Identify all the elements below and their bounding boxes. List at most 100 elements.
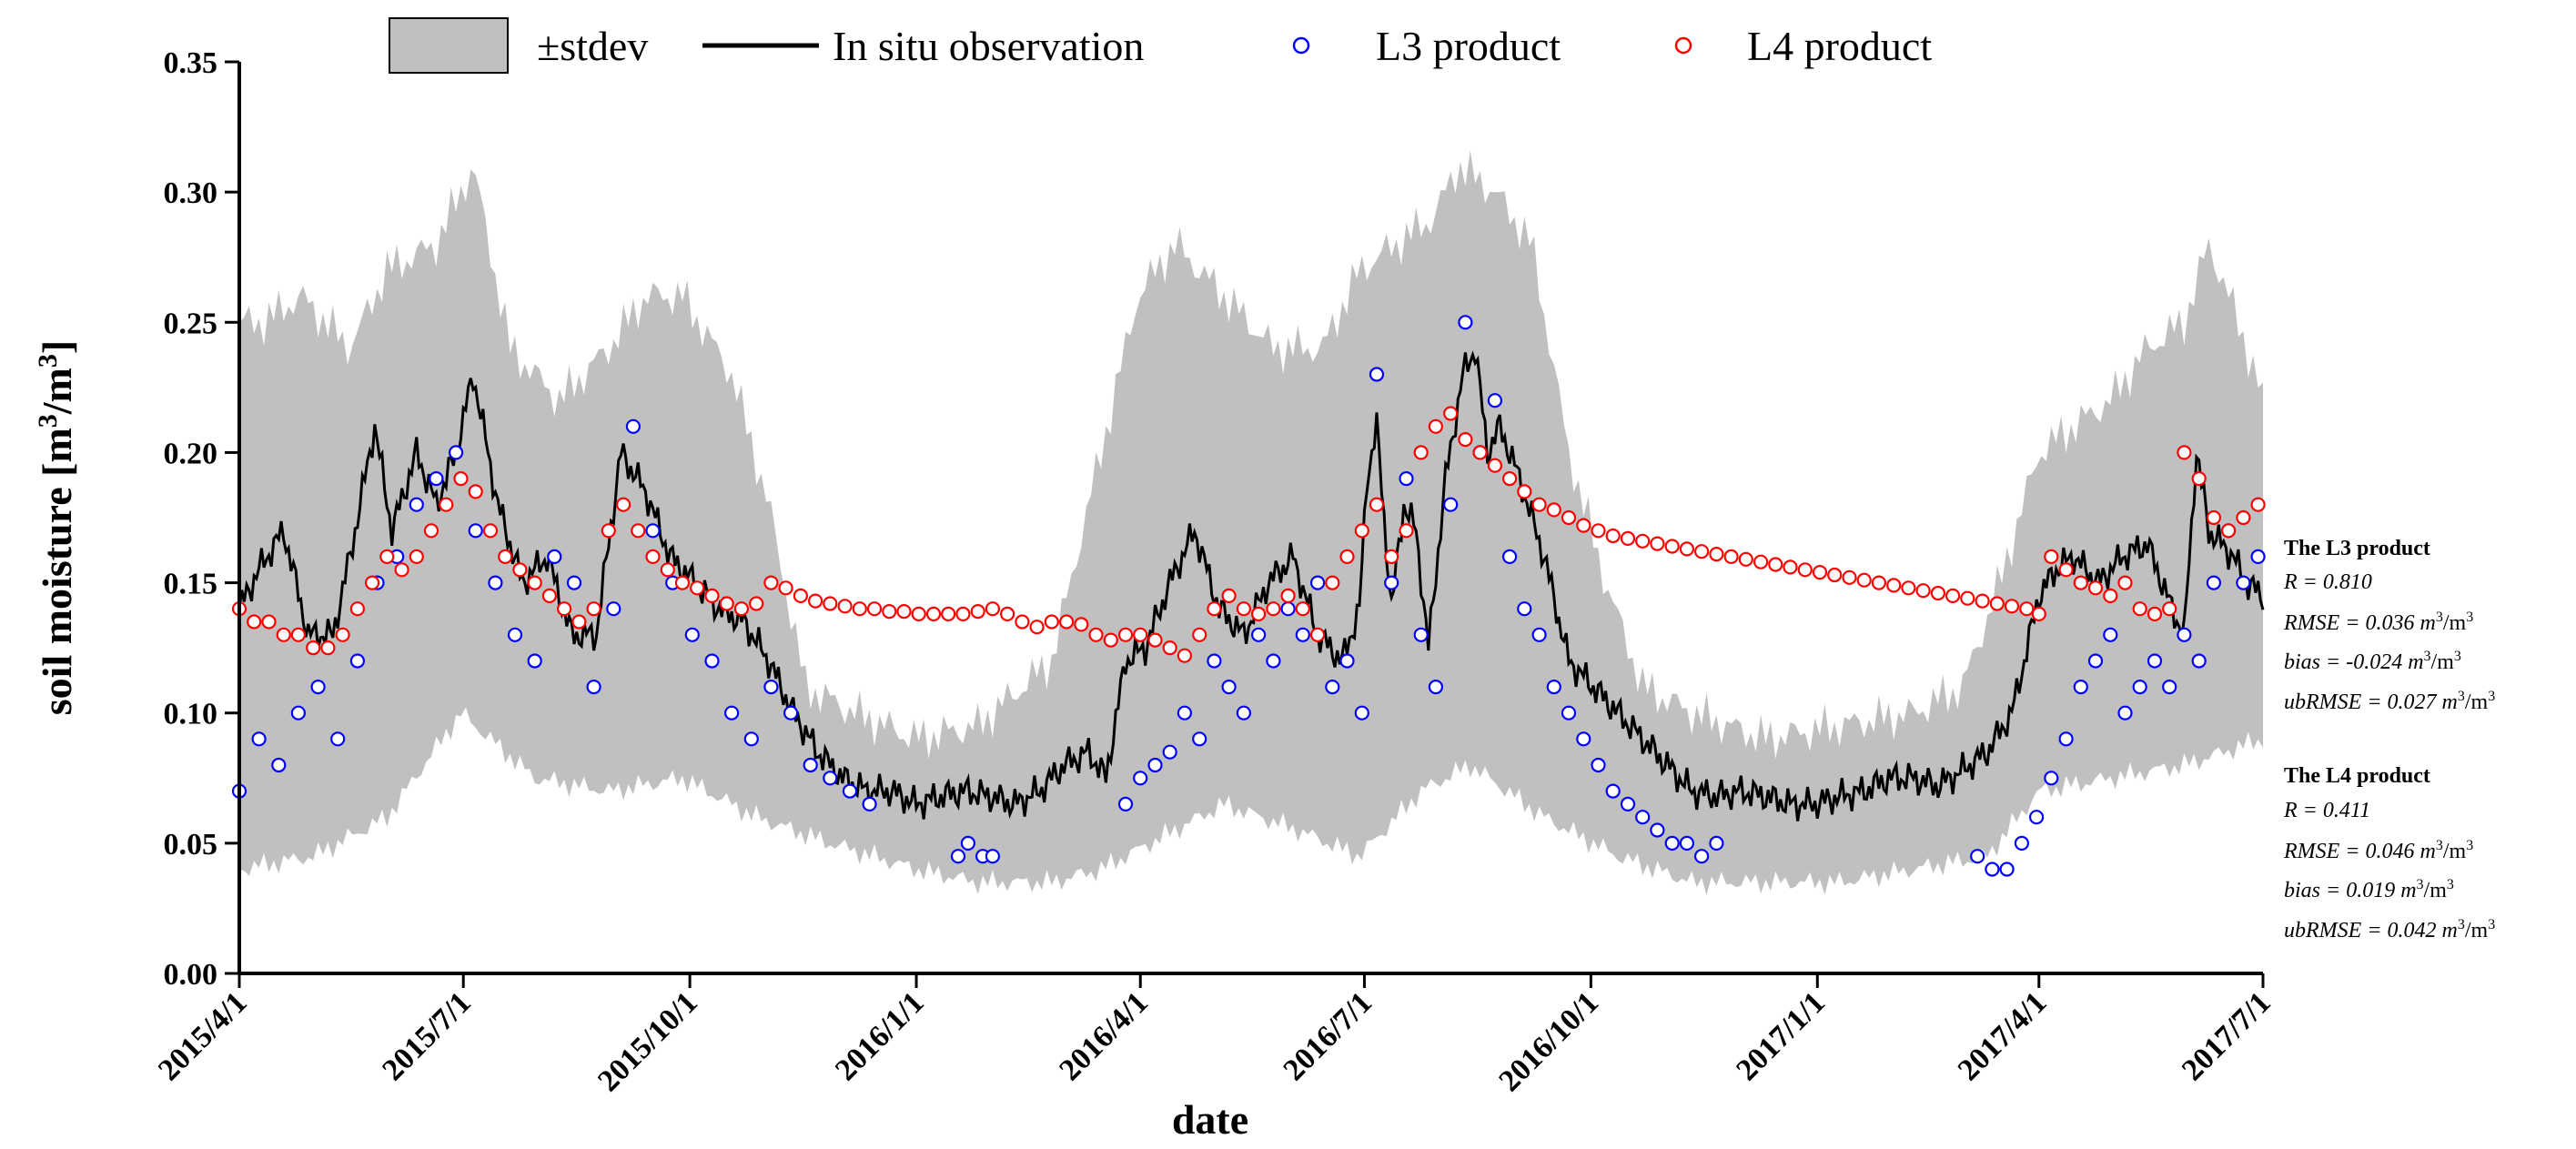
l4-point [1207,601,1222,617]
l3-point [1236,705,1252,721]
l4-point [1117,627,1134,642]
x-tick-label: 2017/4/1 [1952,985,2054,1087]
l4-point [1015,614,1030,630]
l4-point [941,606,956,622]
l4-point [615,497,631,512]
l4-point [320,640,336,656]
l4-point [1886,578,1902,593]
l3-point [1443,497,1459,512]
l4-point [2073,575,2088,590]
l4-point [2044,549,2059,565]
l4-point [1856,572,1872,588]
l4-point [1576,518,1591,533]
l4-point [1783,559,1798,575]
l4-point [1236,601,1252,617]
l3-point [1693,849,1710,864]
stats-l3-ubrmse-sup: 3 [2458,689,2465,704]
l4-point [674,575,691,590]
stats-l3-ubrmse: ubRMSE = 0.027 m3/m3 [2284,689,2495,714]
l3-point [1339,653,1355,669]
stats-l3-rmse-text: RMSE = 0.036 m [2283,611,2436,635]
x-tick-label: 2017/7/1 [2176,985,2278,1087]
stats-l4-ubrmse-sup2: 3 [2488,917,2495,932]
l4-point [719,596,734,611]
l4-point [1797,562,1813,578]
l4-point [1517,484,1532,499]
l4-point [1177,648,1193,663]
l4-point [1354,523,1369,539]
l3-point [1487,393,1503,408]
l3-point [625,418,641,434]
legend-insitu-label: In situ observation [833,23,1144,69]
x-tick-label: 2015/7/1 [376,985,478,1087]
l3-point [330,731,346,747]
stats-l4-bias-sup2: 3 [2447,877,2454,892]
l4-point [1295,601,1310,617]
l4-point [1443,406,1459,421]
l3-point [507,627,523,642]
l4-point [1088,627,1104,642]
l4-point [556,601,572,617]
l3-point [409,497,424,512]
l4-point [866,601,883,617]
stats-l3-bias-sup2: 3 [2454,649,2461,664]
l4-point [1458,432,1473,448]
l4-point [1693,544,1710,559]
l3-point [1605,783,1621,799]
stdev-band-layer [239,150,2263,895]
l4-point [1768,557,1783,572]
l4-point [247,614,262,630]
l4-point [2058,562,2074,578]
l4-point [306,640,321,656]
l4-point [1738,551,1753,567]
l3-point [2206,575,2221,590]
stats-l4-rmse-sup2: 3 [2466,838,2473,853]
l4-point [2004,599,2020,614]
l4-point [1428,418,1444,434]
l4-point [379,549,395,565]
l4-point [882,603,897,620]
l4-point [1723,549,1739,565]
l4-point [925,606,942,622]
l4-point [1280,588,1296,604]
stats-l4-ubrmse-mid: /m [2465,919,2489,942]
l4-point [1369,497,1385,512]
stats-l3-ubrmse-sup2: 3 [2488,689,2495,704]
l3-point [2236,575,2251,590]
stats-l4-rmse-sup: 3 [2436,838,2443,853]
l4-point [394,562,409,578]
stats-l4-heading: The L4 product [2284,764,2430,788]
l3-point [586,679,601,695]
l4-point [1989,596,2005,611]
y-tick-label: 0.00 [164,958,218,992]
l3-point [842,783,858,799]
y-tick-label: 0.05 [164,828,218,862]
y-tick-label: 0.15 [164,568,218,601]
l4-point [1945,588,1961,604]
l3-point [950,849,966,864]
stats-l3-rmse: RMSE = 0.036 m3/m3 [2283,610,2473,635]
l3-point [271,757,287,773]
l3-point [1192,731,1207,747]
l3-point [1280,601,1296,617]
y-axis-label-sup: 3 [33,414,63,428]
l4-point [955,606,971,622]
l4-point [1546,502,1561,518]
l4-point [512,562,528,578]
x-tick-label: 2016/4/1 [1053,985,1155,1087]
l4-point [2117,575,2133,590]
legend-l3-label: L3 product [1376,23,1561,69]
l4-point [778,580,793,596]
l4-point [2191,470,2207,487]
l3-point [1531,627,1547,642]
l4-point [1192,627,1207,642]
legend: ±stdev In situ observation L3 product L4… [389,17,1932,74]
l4-point [1413,445,1429,460]
l4-point [2103,588,2118,604]
stats-annotation: The L3 product R = 0.810 RMSE = 0.036 m3… [2283,537,2495,942]
l3-point [488,575,503,590]
l4-point [276,627,291,642]
l3-point [1250,627,1267,642]
stats-l4-bias-text: bias = 0.019 m [2284,879,2417,902]
